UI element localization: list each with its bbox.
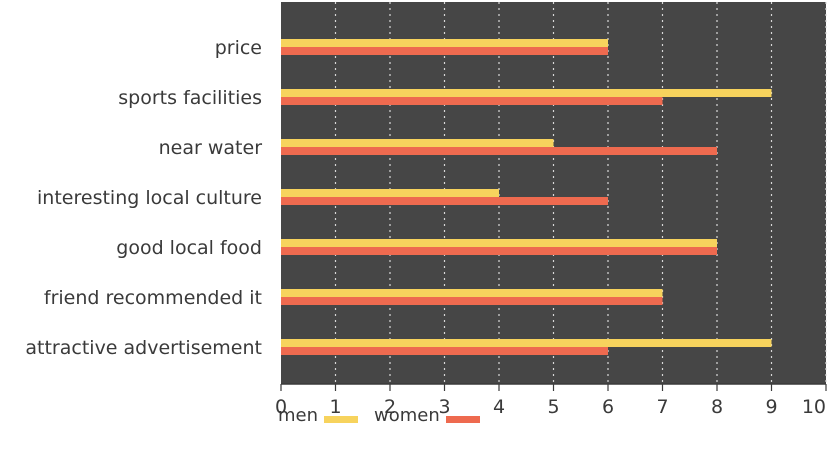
category-label: good local food bbox=[116, 237, 262, 259]
bar-men bbox=[281, 139, 554, 147]
bar-women bbox=[281, 197, 608, 205]
x-tick-label: 1 bbox=[329, 396, 341, 418]
bar-men bbox=[281, 239, 717, 247]
bar-women bbox=[281, 297, 663, 305]
bar-women bbox=[281, 347, 608, 355]
category-label: sports facilities bbox=[118, 87, 262, 109]
legend-label-men: men bbox=[278, 404, 319, 426]
x-tick-label: 5 bbox=[547, 396, 559, 418]
bar-men bbox=[281, 289, 663, 297]
x-tick-label: 9 bbox=[765, 396, 777, 418]
legend-item-men: men bbox=[278, 404, 359, 426]
x-tick-label: 2 bbox=[384, 396, 396, 418]
x-tick-label: 10 bbox=[802, 396, 826, 418]
gridlines bbox=[334, 2, 827, 384]
x-tick-label: 7 bbox=[656, 396, 668, 418]
category-labels: price sports facilities near water interest… bbox=[25, 37, 262, 359]
bar-men bbox=[281, 39, 608, 47]
bar-men bbox=[281, 89, 772, 97]
x-tick-label: 6 bbox=[602, 396, 614, 418]
legend-label-women: women bbox=[374, 404, 440, 426]
bar-women bbox=[281, 97, 663, 105]
category-label: interesting local culture bbox=[37, 187, 262, 209]
category-label: friend recommended it bbox=[44, 287, 262, 309]
x-tick-label: 8 bbox=[711, 396, 723, 418]
bar-women bbox=[281, 47, 608, 55]
legend-swatch-men bbox=[324, 415, 359, 423]
x-ticks: 0 1 2 3 4 5 6 7 8 9 10 bbox=[275, 384, 827, 418]
bar-women bbox=[281, 247, 717, 255]
x-tick-label: 0 bbox=[275, 396, 287, 418]
legend-item-women: women bbox=[374, 405, 480, 426]
legend-swatch-women bbox=[445, 415, 480, 423]
x-tick-label: 3 bbox=[438, 396, 450, 418]
category-label: price bbox=[215, 37, 262, 59]
legend: men women bbox=[278, 402, 480, 428]
x-tick-label: 4 bbox=[493, 396, 505, 418]
category-label: attractive advertisement bbox=[25, 337, 262, 359]
bars bbox=[281, 39, 772, 355]
category-label: near water bbox=[159, 137, 263, 159]
bar-women bbox=[281, 147, 717, 155]
bar-men bbox=[281, 339, 772, 347]
bar-men bbox=[281, 189, 499, 197]
